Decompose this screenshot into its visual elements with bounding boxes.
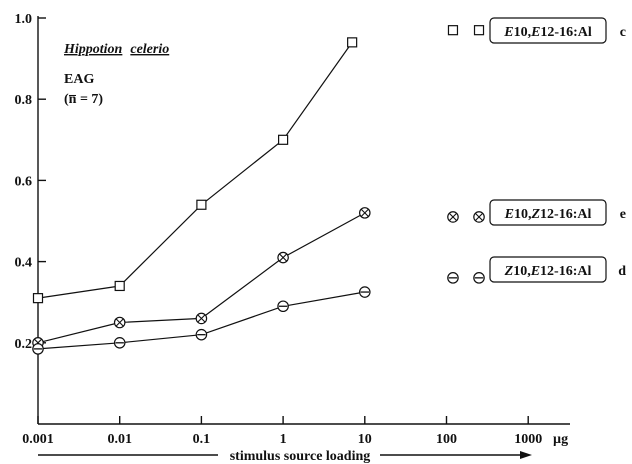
y-tick-label: 0.8 <box>15 93 33 108</box>
legend-label-part: 12-16:Al <box>540 207 591 222</box>
y-ticks: 0.2 0.4 0.6 0.8 1.0 <box>15 12 46 352</box>
data-point <box>113 316 126 329</box>
data-point <box>473 272 485 284</box>
method-label: EAG <box>64 72 94 87</box>
data-point <box>447 211 459 223</box>
legend-label: E10,Z12-16:Al <box>504 207 592 222</box>
data-point <box>358 207 371 219</box>
legend-entry-e: E10,Z12-16:Al e <box>489 199 626 226</box>
x-tick-label: 1 <box>280 432 287 447</box>
x-tick-label: 0.01 <box>107 432 132 447</box>
x-label-arrowhead <box>520 451 532 459</box>
data-point <box>114 280 125 292</box>
series-c <box>32 25 485 304</box>
legend-label: E10,E12-16:Al <box>503 25 592 40</box>
series-d <box>32 272 485 355</box>
legend-box <box>489 199 607 226</box>
x-tick-label: 0.001 <box>22 432 54 447</box>
data-point <box>358 286 371 298</box>
legend-label-part: Z <box>504 264 514 279</box>
sample-size-label: (n̅ = 7) <box>64 92 103 107</box>
x-tick-label: 10 <box>358 432 372 447</box>
legend-label: Z10,E12-16:Al <box>504 264 592 279</box>
axes <box>37 16 570 425</box>
data-point <box>278 134 289 145</box>
y-tick-label: 0.6 <box>15 174 33 189</box>
y-tick-label: 0.2 <box>15 337 33 352</box>
legend-label-part: 12-16:Al <box>540 264 591 279</box>
data-point <box>113 336 126 349</box>
legend-label-part: 10, <box>514 207 532 222</box>
legend-entry-c: E10,E12-16:Al c <box>489 17 626 44</box>
data-point <box>473 25 485 36</box>
y-tick-label: 1.0 <box>15 12 33 27</box>
species-name: Hippotion celerio <box>63 40 169 57</box>
legend-label-part: E <box>503 25 513 40</box>
annotations: Hippotion celerio EAG (n̅ = 7) <box>63 40 169 107</box>
data-point <box>447 272 459 284</box>
data-point <box>195 312 208 325</box>
x-ticks: 0.001 0.01 0.1 1 10 100 1000 <box>22 416 542 447</box>
series-layer <box>32 25 485 355</box>
data-point <box>32 293 44 304</box>
species-epithet: celerio <box>130 42 169 57</box>
legend-label-part: Z <box>530 207 540 222</box>
data-point <box>32 343 44 355</box>
series-e <box>32 207 485 349</box>
legend-label-part: E <box>530 25 540 40</box>
series-letter: e <box>620 207 626 222</box>
legend-label-part: 10, <box>513 264 531 279</box>
data-point <box>277 300 289 313</box>
data-point <box>195 328 208 341</box>
legend-label-part: 10, <box>514 25 532 40</box>
data-point <box>277 251 289 264</box>
legend-box <box>489 256 607 283</box>
legend-label-part: 12-16:Al <box>540 25 591 40</box>
y-tick-label: 0.4 <box>15 256 33 271</box>
x-axis-label: stimulus source loading <box>230 449 371 464</box>
x-tick-label: 1000 <box>514 432 542 447</box>
x-axis-label-group: stimulus source loading µg <box>38 432 568 464</box>
x-unit-label: µg <box>553 432 568 447</box>
legend-label-part: E <box>530 264 540 279</box>
x-tick-label: 0.1 <box>193 432 211 447</box>
data-point <box>347 37 358 48</box>
legend-label-part: E <box>504 207 514 222</box>
series-letter: c <box>620 25 626 40</box>
x-label-backdrop <box>218 444 380 464</box>
series-letter: d <box>618 264 626 279</box>
x-tick-label: 100 <box>436 432 457 447</box>
data-point <box>196 199 207 210</box>
legend-box <box>489 17 607 44</box>
data-point <box>447 25 459 36</box>
legend-entry-d: Z10,E12-16:Al d <box>489 256 626 283</box>
data-point <box>473 211 485 223</box>
species-genus: Hippotion <box>63 42 123 57</box>
